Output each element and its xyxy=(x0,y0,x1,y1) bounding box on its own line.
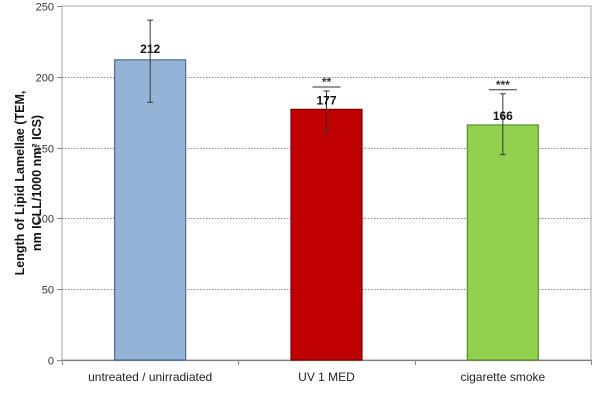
data-label: 212 xyxy=(140,42,160,56)
y-axis-title-line-2: nm ICLL/1000 nm² ICS) xyxy=(30,115,44,251)
x-category-label: untreated / unirradiated xyxy=(88,370,212,384)
y-axis-title: Length of Lipid Lamellae (TEM, nm ICLL/1… xyxy=(13,91,44,276)
bar-3 xyxy=(466,124,539,361)
y-tick-label: 150 xyxy=(36,144,54,156)
bar-1 xyxy=(114,59,187,361)
y-tick-label: 50 xyxy=(42,285,54,297)
y-axis-title-line-1: Length of Lipid Lamellae (TEM, xyxy=(13,91,27,276)
y-tick-label: 0 xyxy=(48,356,54,368)
significance-marker: *** xyxy=(496,78,510,92)
y-tick-label: 250 xyxy=(36,2,54,14)
x-category-label: UV 1 MED xyxy=(298,370,355,384)
bar-2 xyxy=(290,108,363,361)
y-tick-label: 100 xyxy=(36,214,54,226)
plot-area: 0 50 100 150 200 250 212 untreated / unirradiat… xyxy=(36,2,592,384)
y-tick-label: 200 xyxy=(36,73,54,85)
significance-marker: ** xyxy=(322,75,332,89)
data-label: 177 xyxy=(316,93,336,107)
x-category-label: cigarette smoke xyxy=(460,370,545,384)
data-label: 166 xyxy=(493,109,513,123)
